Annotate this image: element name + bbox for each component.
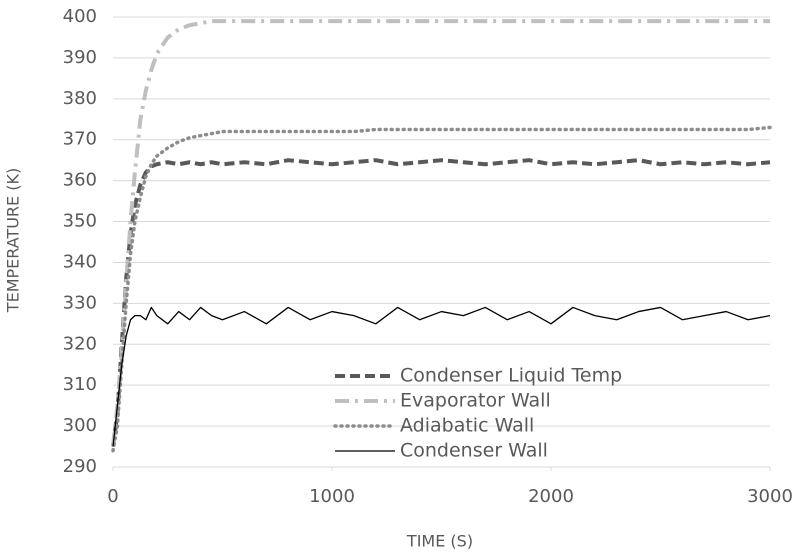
y-tick-label: 350 — [63, 211, 97, 232]
series-line — [111, 19, 770, 447]
y-tick-label: 340 — [63, 251, 97, 272]
legend-label: Adiabatic Wall — [400, 415, 534, 437]
y-tick-label: 310 — [63, 374, 97, 395]
x-axis-title: TIME (S) — [406, 532, 473, 551]
y-tick-label: 360 — [63, 170, 97, 191]
series-line — [111, 158, 771, 447]
x-tick-label: 2000 — [528, 486, 574, 507]
x-tick-label: 1000 — [309, 486, 355, 507]
y-tick-label: 320 — [63, 333, 97, 354]
x-tick-label: 0 — [107, 486, 118, 507]
y-tick-label: 370 — [63, 129, 97, 150]
series-line — [112, 306, 771, 447]
y-tick-label: 390 — [63, 47, 97, 68]
y-tick-label: 330 — [63, 292, 97, 313]
y-tick-label: 290 — [63, 456, 97, 477]
legend-label: Condenser Liquid Temp — [400, 365, 622, 387]
legend-label: Condenser Wall — [400, 440, 548, 462]
y-tick-label: 380 — [63, 88, 97, 109]
y-tick-label: 300 — [63, 415, 97, 436]
y-axis-title: TEMPERATURE (K) — [4, 168, 23, 313]
series-line — [111, 125, 772, 453]
x-tick-label: 3000 — [747, 486, 793, 507]
y-tick-label: 400 — [63, 6, 97, 27]
legend-label: Evaporator Wall — [400, 390, 551, 412]
